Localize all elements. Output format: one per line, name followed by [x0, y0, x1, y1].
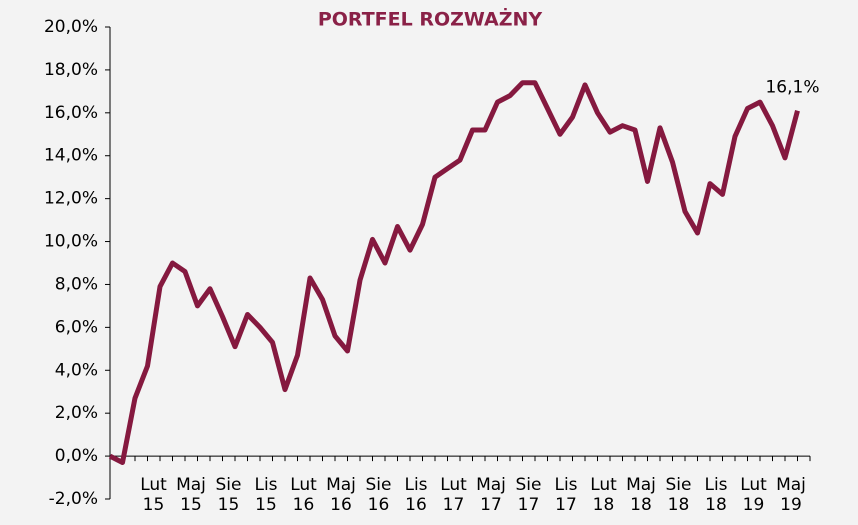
x-tick-label: Lut 19 — [740, 475, 767, 515]
x-tick-label: Lut 18 — [590, 475, 617, 515]
y-tick-label: 12,0% — [44, 189, 98, 209]
x-tick-label: Sie 17 — [515, 475, 542, 515]
x-tick-label: Lis 15 — [254, 475, 278, 515]
y-tick-label: 6,0% — [55, 317, 98, 337]
x-tick-label: Lut 17 — [440, 475, 467, 515]
x-tick-label: Lut 15 — [140, 475, 167, 515]
x-tick-label: Sie 15 — [215, 475, 242, 515]
y-tick-label: 10,0% — [44, 232, 98, 252]
chart-title: PORTFEL ROZWAŻNY — [318, 7, 543, 31]
y-tick-label: 14,0% — [44, 146, 98, 166]
x-tick-label: Lis 16 — [404, 475, 428, 515]
y-tick-label: 20,0% — [44, 17, 98, 37]
x-tick-label: Sie 18 — [665, 475, 692, 515]
x-tick-label: Maj 18 — [626, 475, 656, 515]
y-tick-label: -2,0% — [49, 489, 98, 509]
x-tick-label: Lut 16 — [290, 475, 317, 515]
x-tick-label: Maj 15 — [176, 475, 206, 515]
y-tick-label: 16,0% — [44, 103, 98, 123]
x-tick-label: Lis 18 — [704, 475, 728, 515]
x-tick-label: Maj 19 — [776, 475, 806, 515]
y-tick-label: 18,0% — [44, 60, 98, 80]
y-tick-label: 8,0% — [55, 274, 98, 294]
data-label: 16,1% — [765, 78, 819, 98]
x-tick-label: Sie 16 — [365, 475, 392, 515]
y-tick-label: 2,0% — [55, 403, 98, 423]
y-tick-label: 0,0% — [55, 446, 98, 466]
x-tick-label: Lis 17 — [554, 475, 578, 515]
x-tick-label: Maj 16 — [326, 475, 356, 515]
x-tick-label: Maj 17 — [476, 475, 506, 515]
y-tick-label: 4,0% — [55, 360, 98, 380]
series-line — [108, 80, 800, 466]
